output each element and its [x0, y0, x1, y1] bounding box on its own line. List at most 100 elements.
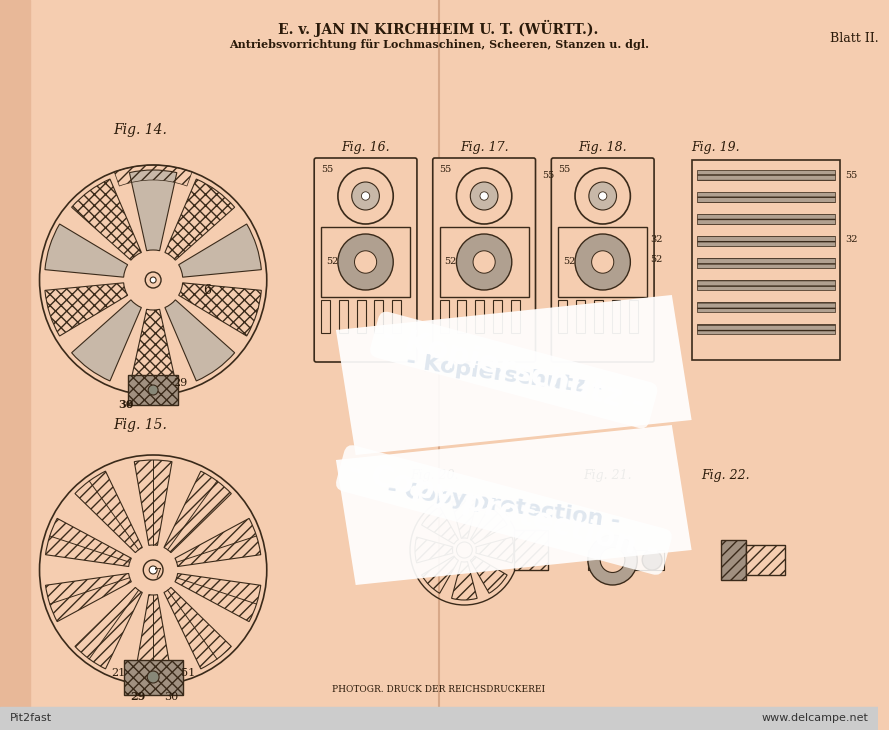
Wedge shape: [179, 224, 261, 277]
Circle shape: [575, 168, 630, 224]
Bar: [697, 302, 835, 312]
Wedge shape: [165, 300, 235, 381]
Text: www.delcampe.net: www.delcampe.net: [762, 713, 869, 723]
Bar: [697, 214, 835, 224]
Bar: [128, 375, 178, 405]
Bar: [697, 170, 835, 180]
Bar: [594, 300, 603, 333]
FancyBboxPatch shape: [314, 158, 417, 362]
Text: 52: 52: [444, 258, 457, 266]
Polygon shape: [336, 295, 692, 455]
Circle shape: [149, 566, 157, 574]
Wedge shape: [45, 224, 128, 277]
Circle shape: [355, 251, 377, 273]
Text: Blatt II.: Blatt II.: [830, 31, 878, 45]
Bar: [392, 300, 401, 333]
Bar: [746, 545, 786, 575]
Bar: [458, 300, 467, 333]
Polygon shape: [336, 425, 692, 585]
Text: PHOTOGR. DRUCK DER REICHSDRUCKEREI: PHOTOGR. DRUCK DER REICHSDRUCKEREI: [332, 685, 545, 694]
Bar: [721, 540, 746, 580]
Text: 30: 30: [117, 399, 133, 410]
Bar: [0, 707, 878, 730]
Bar: [697, 280, 835, 290]
Bar: [321, 300, 330, 333]
Text: Fig. 18.: Fig. 18.: [579, 142, 627, 155]
Text: Fig. 15.: Fig. 15.: [114, 418, 167, 432]
Bar: [321, 227, 410, 297]
Bar: [440, 300, 449, 333]
Circle shape: [600, 548, 625, 572]
Text: Fig. 14.: Fig. 14.: [114, 123, 167, 137]
Text: 29: 29: [173, 378, 188, 388]
Circle shape: [352, 182, 380, 210]
Circle shape: [143, 560, 163, 580]
Text: 55: 55: [321, 165, 333, 174]
Bar: [697, 236, 835, 246]
Text: 21: 21: [111, 668, 125, 678]
Bar: [440, 227, 529, 297]
Circle shape: [148, 385, 158, 395]
Circle shape: [145, 272, 161, 288]
Bar: [476, 300, 485, 333]
Bar: [629, 300, 638, 333]
Bar: [558, 227, 647, 297]
Bar: [697, 324, 835, 334]
Text: Fig. 21.: Fig. 21.: [583, 469, 631, 482]
Wedge shape: [72, 300, 141, 381]
Bar: [514, 530, 549, 570]
Circle shape: [338, 168, 393, 224]
Circle shape: [642, 550, 662, 570]
Text: Fig. 17.: Fig. 17.: [460, 142, 509, 155]
Text: E. v. JAN IN KIRCHHEIM U. T. (WÜRTT.).: E. v. JAN IN KIRCHHEIM U. T. (WÜRTT.).: [278, 20, 599, 36]
Bar: [576, 300, 585, 333]
Text: 32: 32: [845, 236, 857, 245]
Circle shape: [480, 192, 488, 200]
Bar: [558, 300, 567, 333]
Text: - Kopierschutz -: - Kopierschutz -: [404, 351, 604, 399]
Bar: [124, 660, 183, 695]
Text: 55: 55: [440, 165, 452, 174]
Text: 6: 6: [204, 283, 212, 296]
Circle shape: [148, 671, 159, 683]
Circle shape: [589, 182, 617, 210]
Circle shape: [588, 535, 637, 585]
Text: - Kopierschutz -: - Kopierschutz -: [427, 383, 621, 457]
Circle shape: [362, 192, 370, 200]
Circle shape: [470, 182, 498, 210]
Text: 55: 55: [542, 171, 555, 180]
Text: 55: 55: [845, 171, 857, 180]
Circle shape: [456, 234, 512, 290]
Text: Fig. 19.: Fig. 19.: [692, 142, 741, 155]
Bar: [612, 300, 621, 333]
Text: Fig. 16.: Fig. 16.: [341, 142, 390, 155]
Text: 30: 30: [164, 692, 178, 702]
Text: Fig. 22.: Fig. 22.: [701, 469, 750, 482]
Text: - Kopierschutz -: - Kopierschutz -: [380, 321, 648, 419]
Bar: [374, 300, 383, 333]
Text: 52: 52: [563, 258, 575, 266]
Text: 55: 55: [558, 165, 571, 174]
Bar: [588, 550, 664, 570]
Circle shape: [456, 168, 512, 224]
Bar: [697, 258, 835, 268]
Text: 29: 29: [131, 691, 146, 702]
Bar: [692, 160, 840, 360]
Bar: [493, 300, 502, 333]
Bar: [514, 530, 549, 570]
Bar: [0, 0, 29, 730]
Circle shape: [473, 251, 495, 273]
Circle shape: [456, 542, 472, 558]
Text: 7: 7: [154, 569, 162, 582]
Circle shape: [575, 234, 630, 290]
Bar: [124, 660, 183, 695]
Circle shape: [338, 234, 393, 290]
Circle shape: [150, 277, 156, 283]
Text: 52: 52: [326, 258, 339, 266]
Bar: [746, 545, 786, 575]
Text: 52: 52: [650, 255, 662, 264]
Bar: [697, 192, 835, 202]
Text: 32: 32: [650, 236, 662, 245]
Text: - Copy protection -: - Copy protection -: [345, 455, 662, 566]
Bar: [339, 300, 348, 333]
